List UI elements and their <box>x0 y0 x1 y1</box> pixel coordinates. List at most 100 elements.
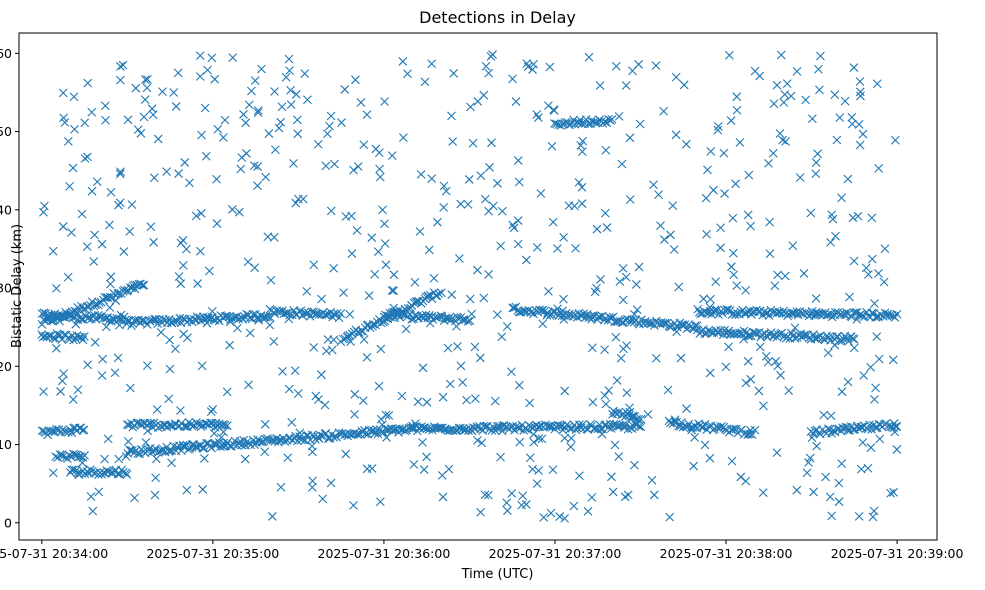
detection-point <box>858 438 868 447</box>
detection-point <box>485 162 494 172</box>
detection-point <box>872 79 882 89</box>
detection-point <box>799 269 809 278</box>
detection-point <box>125 445 135 455</box>
detection-point <box>364 291 374 300</box>
detection-point <box>212 174 221 184</box>
detection-point <box>807 114 817 124</box>
detection-point <box>503 506 512 516</box>
detection-point <box>380 239 390 248</box>
detection-point <box>174 169 183 178</box>
detection-point <box>323 129 332 139</box>
detection-point <box>90 337 100 347</box>
detection-point <box>848 213 858 223</box>
detection-point <box>711 277 721 287</box>
detection-point <box>140 95 150 105</box>
detection-point <box>834 478 844 488</box>
detection-point <box>849 63 859 72</box>
detection-point <box>58 88 68 98</box>
detection-point <box>300 69 310 78</box>
detection-point <box>77 209 87 219</box>
detection-point <box>663 385 673 395</box>
detection-point <box>625 195 635 204</box>
detection-point <box>601 145 611 155</box>
detection-point <box>94 487 104 497</box>
detection-point <box>444 313 454 323</box>
detection-point <box>314 395 323 404</box>
detection-point <box>284 314 294 324</box>
detection-point <box>465 294 475 304</box>
detection-point <box>197 130 206 140</box>
detection-point <box>367 233 377 243</box>
detection-point <box>741 286 751 295</box>
detection-point <box>602 223 612 232</box>
detection-point <box>621 272 631 282</box>
detection-point <box>321 346 331 356</box>
detection-point <box>401 324 411 334</box>
detection-point <box>153 134 163 144</box>
detection-point <box>721 362 731 372</box>
detection-point <box>587 343 597 353</box>
detection-point <box>866 443 876 452</box>
detection-point <box>630 309 639 319</box>
detection-point <box>375 172 385 182</box>
detection-point <box>447 290 457 300</box>
detection-point <box>856 91 865 101</box>
detection-point <box>337 118 346 127</box>
detection-point <box>584 52 594 62</box>
detection-point <box>481 61 491 71</box>
detection-point <box>320 400 330 410</box>
detection-point <box>628 412 638 422</box>
detection-point <box>111 296 121 305</box>
detection-point <box>422 397 432 407</box>
detection-point <box>621 420 631 430</box>
detection-point <box>520 306 530 316</box>
detection-point <box>303 95 312 105</box>
detection-point <box>73 385 83 395</box>
detection-point <box>727 262 736 272</box>
detection-point <box>290 366 300 376</box>
detection-point <box>719 148 729 158</box>
detection-point <box>856 464 866 474</box>
detection-point <box>437 288 446 298</box>
detection-point <box>732 281 742 290</box>
detection-point <box>781 137 790 146</box>
y-tick-label: 50 <box>0 124 12 139</box>
detection-point <box>292 115 302 125</box>
detection-point <box>679 80 689 90</box>
detection-point <box>870 299 879 308</box>
detection-point <box>892 309 902 319</box>
detection-point <box>631 280 641 289</box>
detection-point <box>634 59 644 69</box>
detection-point <box>225 340 235 350</box>
detection-point <box>473 435 482 445</box>
detection-point <box>115 169 125 179</box>
detection-point <box>276 482 286 492</box>
detection-point <box>383 311 393 321</box>
chart-title: Detections in Delay <box>419 8 576 27</box>
detection-point <box>353 162 363 171</box>
detection-point <box>583 506 593 516</box>
detection-point <box>880 244 890 254</box>
detection-point <box>169 317 179 326</box>
detection-point <box>669 245 679 254</box>
detection-point <box>416 170 426 179</box>
y-tick-label: 40 <box>0 202 12 217</box>
detection-point <box>466 102 475 112</box>
detection-point <box>269 337 279 346</box>
detection-point <box>858 129 868 139</box>
detection-point <box>529 437 539 447</box>
detection-point <box>601 399 611 409</box>
detection-point <box>458 377 468 387</box>
detection-point <box>569 501 579 511</box>
detection-point <box>43 310 53 320</box>
detection-point <box>260 419 270 429</box>
detection-point <box>92 177 102 187</box>
detection-point <box>622 341 631 350</box>
detection-point <box>390 425 399 435</box>
detection-point <box>113 353 123 363</box>
detection-point <box>868 512 878 522</box>
detection-point <box>83 152 92 162</box>
detection-point <box>752 329 761 338</box>
detection-point <box>321 161 331 171</box>
detection-point <box>260 447 270 457</box>
